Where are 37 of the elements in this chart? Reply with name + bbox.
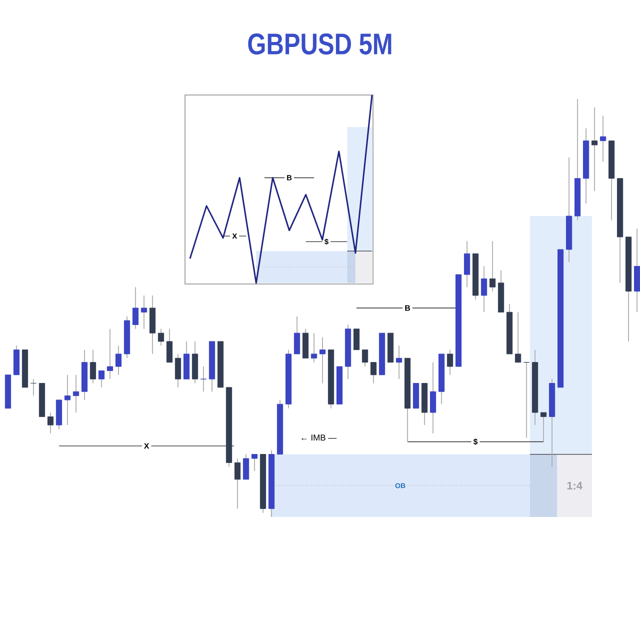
candlestick — [362, 349, 368, 367]
candlestick — [30, 378, 37, 396]
candlestick — [251, 454, 258, 472]
candlestick — [370, 362, 377, 384]
candlestick — [158, 328, 164, 346]
candlestick — [591, 106, 598, 192]
candlestick — [64, 374, 71, 426]
candlestick — [132, 286, 139, 330]
candlestick — [106, 328, 114, 380]
candlestick — [174, 354, 182, 388]
candlestick — [166, 328, 173, 363]
candlestick — [353, 328, 360, 350]
candlestick — [47, 412, 54, 434]
annotation: ← IMB — — [302, 434, 337, 440]
candlestick — [446, 349, 454, 376]
candlestick — [480, 266, 488, 313]
candlestick — [310, 332, 318, 363]
candlestick — [90, 349, 96, 384]
candlestick — [523, 362, 530, 438]
candlestick — [242, 454, 250, 480]
candlestick — [540, 412, 547, 442]
candlestick — [514, 312, 522, 363]
candlestick — [464, 240, 470, 288]
candlestick — [200, 366, 207, 392]
candlestick — [140, 295, 148, 330]
candlestick — [430, 362, 436, 434]
candlestick — [294, 316, 300, 354]
candlestick — [115, 345, 122, 376]
candlestick — [489, 240, 496, 292]
candlestick — [319, 336, 326, 384]
candlestick — [234, 458, 241, 510]
chart-title: GBPUSD 5M — [248, 33, 392, 55]
candlestick — [600, 115, 606, 162]
candlestick — [98, 370, 105, 388]
band-label: 1:4 — [567, 482, 582, 490]
candlestick — [72, 374, 80, 413]
candlestick — [396, 345, 402, 380]
